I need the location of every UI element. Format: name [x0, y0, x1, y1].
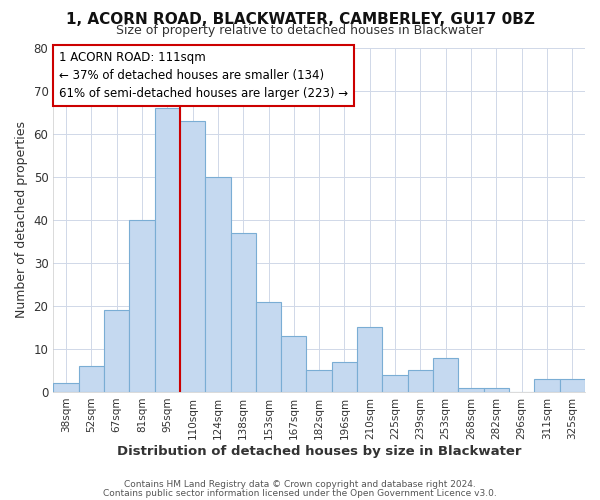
Bar	[180, 120, 205, 392]
Bar	[382, 374, 408, 392]
Bar	[332, 362, 357, 392]
Text: Contains public sector information licensed under the Open Government Licence v3: Contains public sector information licen…	[103, 488, 497, 498]
Text: Contains HM Land Registry data © Crown copyright and database right 2024.: Contains HM Land Registry data © Crown c…	[124, 480, 476, 489]
Bar	[205, 176, 230, 392]
Bar	[408, 370, 433, 392]
Bar	[104, 310, 129, 392]
Bar	[535, 379, 560, 392]
Bar	[230, 232, 256, 392]
Bar	[129, 220, 155, 392]
Bar	[484, 388, 509, 392]
Bar	[53, 384, 79, 392]
Bar	[155, 108, 180, 392]
Bar	[560, 379, 585, 392]
Text: Size of property relative to detached houses in Blackwater: Size of property relative to detached ho…	[116, 24, 484, 37]
Bar	[256, 302, 281, 392]
Bar	[281, 336, 307, 392]
Bar	[357, 328, 382, 392]
Bar	[458, 388, 484, 392]
Bar	[433, 358, 458, 392]
Bar	[79, 366, 104, 392]
Text: 1, ACORN ROAD, BLACKWATER, CAMBERLEY, GU17 0BZ: 1, ACORN ROAD, BLACKWATER, CAMBERLEY, GU…	[65, 12, 535, 28]
Y-axis label: Number of detached properties: Number of detached properties	[15, 121, 28, 318]
Text: 1 ACORN ROAD: 111sqm
← 37% of detached houses are smaller (134)
61% of semi-deta: 1 ACORN ROAD: 111sqm ← 37% of detached h…	[59, 51, 348, 100]
X-axis label: Distribution of detached houses by size in Blackwater: Distribution of detached houses by size …	[117, 444, 521, 458]
Bar	[307, 370, 332, 392]
